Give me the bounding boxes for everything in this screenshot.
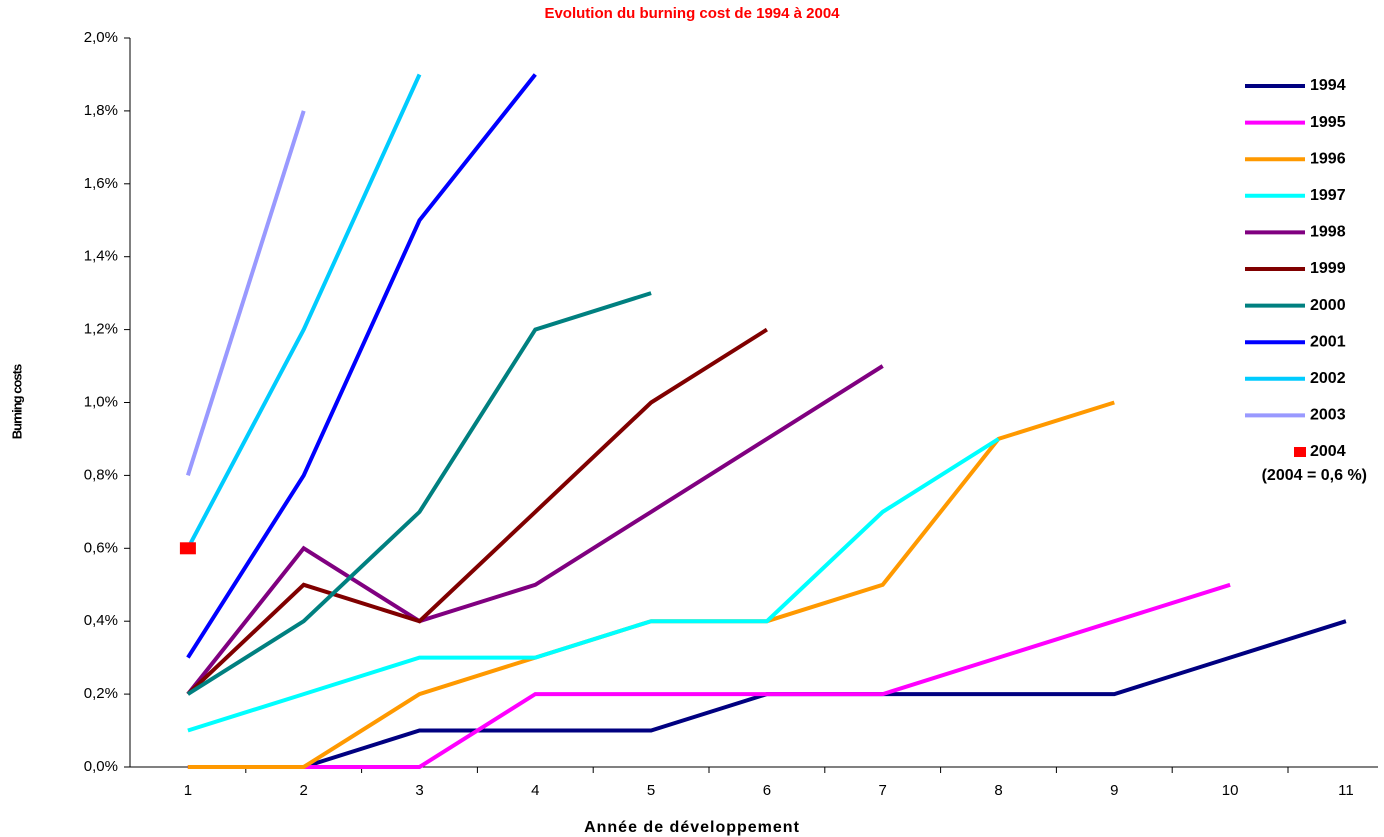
y-tick-label: 1,8% [84,102,118,119]
x-tick-label: 9 [1110,782,1118,799]
series-line [185,110,306,477]
x-tick-label: 11 [1338,782,1354,799]
y-tick-label: 0,4% [84,612,118,629]
x-tick-label: 4 [531,782,539,799]
legend-label: 1995 [1310,114,1346,131]
y-tick-label: 1,0% [84,393,118,410]
legend-label: 1996 [1310,150,1346,167]
y-tick-label: 1,4% [84,248,118,265]
marker [179,542,196,555]
legend-label: 2002 [1310,370,1346,387]
x-axis-label: Année de développement [584,819,800,836]
x-tick-label: 7 [879,782,887,799]
legend-label: 1998 [1310,224,1346,241]
series-line [186,364,884,696]
series-line [186,327,768,696]
series-line [186,73,422,550]
series-line [187,437,1000,733]
y-axis-label: Burning costs [9,364,24,439]
y-tick-label: 0,0% [84,758,118,775]
series-line [186,291,652,696]
series-line [187,400,1115,769]
y-tick-label: 1,6% [84,175,118,192]
legend-label: 1999 [1310,260,1346,277]
legend-label: 1997 [1310,187,1346,204]
legend-label: 1994 [1310,77,1346,94]
y-tick-label: 1,2% [84,321,118,338]
legend-label: 2004 [1310,443,1346,460]
y-tick-label: 0,2% [84,685,118,702]
x-tick-label: 1 [184,782,192,799]
x-tick-label: 6 [763,782,771,799]
legend-swatch [1294,447,1306,457]
legend-label: 2000 [1310,297,1346,314]
y-tick-label: 0,6% [84,539,118,556]
legend-note: (2004 = 0,6 %) [1262,467,1367,484]
legend-label: 2001 [1310,333,1346,350]
legend-label: 2003 [1310,407,1346,424]
x-tick-label: 5 [647,782,655,799]
chart-title: Evolution du burning cost de 1994 à 2004 [544,5,840,22]
series-line [187,582,1231,769]
series-line [186,73,537,659]
x-tick-label: 3 [415,782,423,799]
y-tick-label: 2,0% [84,29,118,46]
x-tick-label: 10 [1222,782,1239,799]
x-tick-label: 8 [994,782,1002,799]
y-tick-label: 0,8% [84,466,118,483]
x-tick-label: 2 [300,782,308,799]
